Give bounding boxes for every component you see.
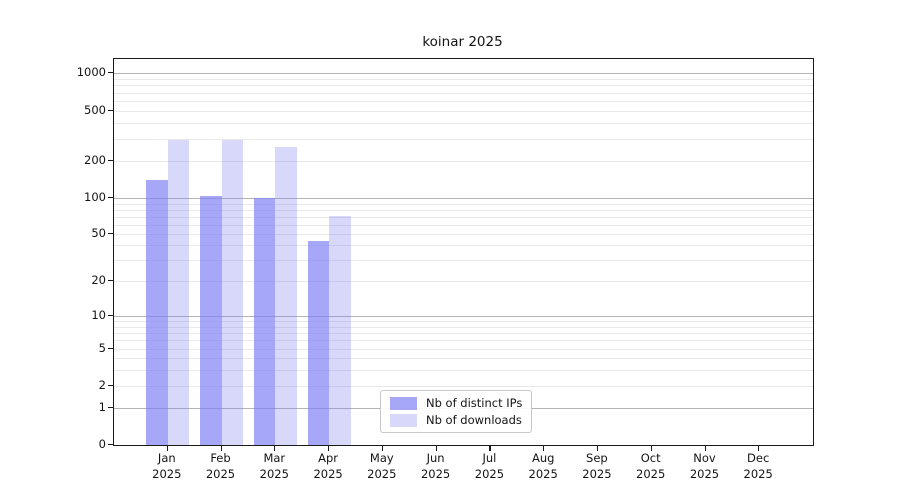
y-tick <box>108 197 113 199</box>
y-tick-label: 100 <box>84 190 106 204</box>
gridline <box>114 369 813 371</box>
x-tick-label: Jan 2025 <box>152 451 182 481</box>
bar-downloads <box>221 139 243 445</box>
gridline <box>114 326 813 328</box>
bar-distinct-ips <box>307 240 330 445</box>
gridline <box>114 333 813 334</box>
x-tick <box>435 446 437 451</box>
bar-distinct-ips <box>253 198 276 445</box>
y-tick-label: 1000 <box>76 65 106 79</box>
gridline <box>114 358 813 359</box>
legend: Nb of distinct IPs Nb of downloads <box>380 390 533 433</box>
x-tick <box>596 446 599 451</box>
y-tick-label: 10 <box>91 308 106 322</box>
x-tick <box>274 446 276 451</box>
gridline <box>114 138 813 140</box>
x-tick <box>328 446 330 451</box>
y-tick <box>108 233 113 235</box>
legend-item: Nb of distinct IPs <box>390 396 522 410</box>
y-tick-label: 1 <box>98 400 106 414</box>
plot-area <box>113 58 814 446</box>
legend-item: Nb of downloads <box>390 413 522 427</box>
downloads-swatch <box>390 413 417 427</box>
x-tick <box>220 446 222 451</box>
gridline <box>114 198 813 199</box>
bar-downloads <box>329 215 351 445</box>
gridline <box>114 73 813 74</box>
gridline <box>114 216 813 218</box>
y-tick-label: 500 <box>84 103 106 117</box>
y-tick <box>108 315 113 317</box>
gridline <box>114 349 813 350</box>
y-tick-label: 2 <box>98 378 106 392</box>
y-tick <box>108 348 113 350</box>
gridline <box>114 321 813 322</box>
x-tick-label: Dec 2025 <box>743 451 773 481</box>
x-tick <box>543 446 545 451</box>
y-tick <box>108 160 113 162</box>
y-tick-label: 50 <box>91 226 106 240</box>
y-tick-label: 20 <box>91 273 106 287</box>
gridline <box>114 260 813 262</box>
x-tick-label: Aug 2025 <box>528 451 558 481</box>
x-tick <box>381 446 383 451</box>
y-tick <box>108 385 113 387</box>
gridline <box>114 316 813 317</box>
x-tick <box>704 446 706 451</box>
gridline <box>114 386 813 387</box>
legend-label: Nb of downloads <box>426 413 522 427</box>
x-tick-label: Apr 2025 <box>313 451 343 481</box>
x-tick <box>758 446 760 451</box>
gridline <box>114 234 813 235</box>
bar-distinct-ips <box>200 195 222 445</box>
bar-distinct-ips <box>146 180 168 445</box>
gridline <box>114 123 813 125</box>
x-tick-label: May 2025 <box>367 451 397 481</box>
y-tick-label: 200 <box>84 153 106 167</box>
gridline <box>114 161 813 162</box>
y-tick <box>108 407 113 409</box>
gridline <box>114 92 813 94</box>
legend-label: Nb of distinct IPs <box>426 396 523 410</box>
x-tick-label: Jul 2025 <box>474 451 505 481</box>
y-tick <box>108 72 113 74</box>
x-tick-label: Oct 2025 <box>636 451 666 481</box>
gridline <box>114 101 813 102</box>
x-tick <box>489 446 491 451</box>
y-tick-label: 5 <box>98 341 106 355</box>
y-tick <box>108 280 113 282</box>
y-tick <box>108 110 113 112</box>
x-tick <box>650 446 652 451</box>
x-tick-label: Jun 2025 <box>420 451 451 481</box>
gridline <box>114 203 813 205</box>
x-tick-label: Sep 2025 <box>582 451 612 481</box>
distinct-ips-swatch <box>390 396 417 410</box>
gridline <box>114 224 813 226</box>
y-tick-label: 0 <box>98 437 106 451</box>
x-tick-label: Nov 2025 <box>689 451 720 481</box>
gridline <box>114 340 813 342</box>
gridline <box>114 85 813 87</box>
gridline <box>114 281 813 282</box>
gridline <box>114 209 813 211</box>
x-tick <box>166 446 168 451</box>
gridline <box>114 78 813 80</box>
x-tick-label: Mar 2025 <box>259 451 289 481</box>
y-tick <box>108 444 113 446</box>
gridline <box>114 245 813 247</box>
gridline <box>114 111 813 112</box>
x-tick-label: Feb 2025 <box>205 451 236 481</box>
chart-title: koinar 2025 <box>422 34 503 50</box>
bar-downloads <box>167 139 190 445</box>
bar-downloads <box>275 147 297 445</box>
